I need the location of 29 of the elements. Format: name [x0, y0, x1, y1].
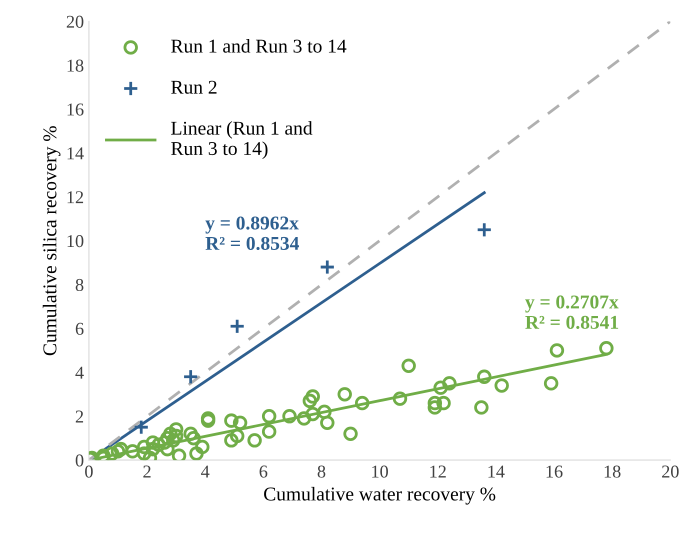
- x-tick-label: 0: [85, 465, 93, 478]
- y-tick-label: 10: [68, 235, 84, 248]
- x-tick-label: 12: [430, 466, 446, 478]
- y-tick-label: 20: [66, 16, 84, 28]
- y-tick-label: 12: [68, 191, 84, 204]
- x-tick-label: 20: [662, 465, 679, 478]
- annotation: y = 0.8962x R² = 0.8534: [205, 216, 299, 250]
- y-tick-label: 8: [76, 278, 84, 292]
- y-tick-label: 4: [75, 366, 84, 379]
- x-tick-label: 4: [201, 466, 210, 478]
- y-axis-title: Cumulative silica recovery %: [42, 126, 60, 356]
- x-tick-label: 2: [143, 466, 151, 478]
- annotation: y = 0.2707x R² = 0.8541: [525, 295, 619, 330]
- legend-label: Linear (Run 1 and Run 3 to 14): [171, 121, 312, 160]
- y-tick-label: 2: [76, 410, 84, 422]
- y-tick-label: 0: [76, 454, 84, 467]
- y-tick-label: 14: [68, 147, 84, 160]
- x-tick-label: 10: [372, 465, 388, 478]
- x-tick-label: 14: [488, 466, 505, 478]
- x-tick-label: 8: [318, 465, 326, 478]
- x-axis-title: Cumulative water recovery %: [264, 486, 496, 505]
- y-tick-label: 6: [76, 322, 84, 335]
- y-tick-label: 18: [68, 60, 84, 72]
- legend-label: Run 1 and Run 3 to 14: [171, 39, 346, 53]
- x-tick-label: 18: [604, 465, 621, 478]
- y-tick-label: 16: [68, 103, 84, 116]
- x-tick-label: 16: [546, 466, 563, 478]
- legend-label: Run 2: [171, 80, 217, 94]
- x-tick-label: 6: [260, 466, 268, 478]
